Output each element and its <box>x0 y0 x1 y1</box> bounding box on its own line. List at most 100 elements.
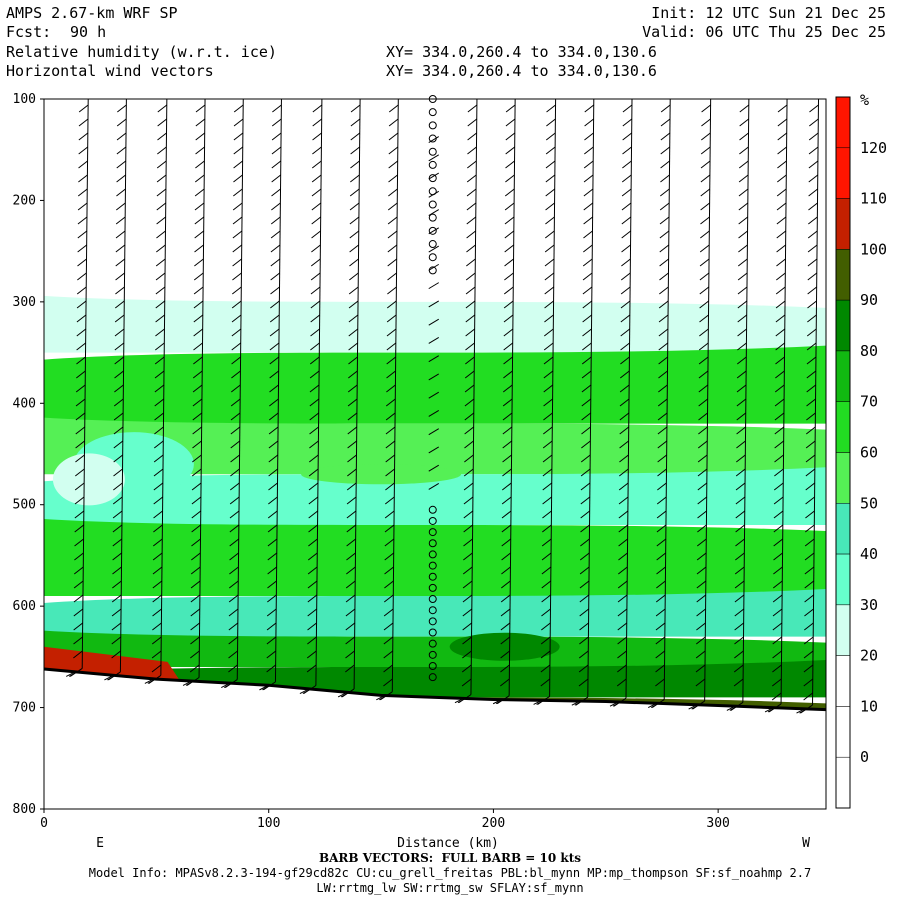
wind-barb-flag <box>387 244 398 253</box>
wind-barb-flag <box>616 678 627 687</box>
wind-barb-flag <box>698 356 709 365</box>
valid-time: Valid: 06 UTC Thu 25 Dec 25 <box>642 23 886 41</box>
wind-barb-flag <box>112 552 122 561</box>
wind-barb-flag <box>191 496 202 505</box>
wind-barb-flag <box>384 510 395 519</box>
wind-barb-flag <box>157 132 167 141</box>
wind-barb-flag <box>77 272 87 281</box>
wind-barb-flag <box>269 356 280 365</box>
wind-barb-flag <box>504 202 515 211</box>
wind-barb-flag <box>542 440 553 449</box>
wind-barb-flag <box>311 188 322 197</box>
wind-barb-flag <box>503 328 514 337</box>
wind-barb-flag <box>505 104 516 113</box>
wind-barb-flag <box>655 594 666 603</box>
wind-barb-flag <box>386 314 397 323</box>
wind-barb-flag <box>541 552 552 561</box>
wind-barb-flag <box>153 454 164 463</box>
wind-barb-flag <box>700 230 710 239</box>
wind-barb-flag <box>774 384 785 393</box>
wind-barb-flag <box>462 608 473 617</box>
wind-barb-flag <box>388 174 398 183</box>
wind-barb-flag <box>700 202 710 211</box>
wind-barb-flag <box>775 328 786 337</box>
wind-barb-flag <box>583 160 594 169</box>
wind-barb-flag <box>384 524 395 533</box>
wind-barb-flag <box>620 272 631 281</box>
wind-barb-flag <box>619 454 629 463</box>
wind-barb-flag <box>155 272 166 281</box>
y-tick-label: 600 <box>13 599 36 614</box>
wind-barb-flag <box>348 356 358 365</box>
wind-barb-flag <box>776 230 787 239</box>
wind-barb-flag <box>191 468 202 477</box>
light-wind-barb <box>428 227 440 235</box>
wind-barb-flag <box>618 482 629 491</box>
axes-layer: 100 200 300 400 500 600 700 800 0 100 200 300 <box>13 92 730 831</box>
wind-barb-flag <box>386 328 397 337</box>
wind-barb-flag <box>774 454 784 463</box>
wind-barb-flag <box>807 244 818 253</box>
wind-barb-flag <box>773 524 784 533</box>
wind-barb-flag <box>807 230 818 239</box>
wind-barb-flag <box>696 594 707 603</box>
wind-barb-flag <box>271 132 282 141</box>
wind-barb-flag <box>582 258 593 267</box>
x-tick-label: 300 <box>706 816 729 831</box>
wind-barb-flag <box>777 104 788 113</box>
wind-barb-flag <box>734 608 745 617</box>
wind-barb-flag <box>774 468 784 477</box>
wind-barb-flag <box>307 594 318 603</box>
wind-barb-flag <box>465 286 476 295</box>
wind-barb-flag <box>583 188 594 197</box>
wind-barb-flag <box>656 580 666 589</box>
wind-barb-flag <box>270 272 280 281</box>
wind-barb-flag <box>463 538 473 547</box>
wind-barb-flag <box>465 300 476 309</box>
wind-barb-flag <box>190 566 201 575</box>
wind-barb-flag <box>541 566 552 575</box>
colorbar-swatch <box>835 350 851 402</box>
wind-barb-flag <box>738 160 749 169</box>
wind-barb-flag <box>655 650 665 659</box>
wind-barb-flag <box>77 258 87 267</box>
wind-barb-flag <box>660 174 670 183</box>
wind-barb-flag <box>232 258 242 267</box>
wind-barb-flag <box>349 244 359 253</box>
wind-barb-flag <box>466 258 476 267</box>
wind-barb-flag <box>578 678 589 687</box>
wind-barb-flag <box>618 566 628 575</box>
wind-barb-flag <box>736 356 747 365</box>
wind-barb-flag <box>116 118 127 127</box>
wind-barb-flag <box>501 566 511 575</box>
wind-barb-flag <box>112 496 123 505</box>
wind-barb-flag <box>659 216 670 225</box>
model-title: AMPS 2.67-km WRF SP <box>6 4 178 22</box>
wind-barb-flag <box>151 636 162 645</box>
wind-barb-flag <box>114 300 125 309</box>
calm-wind-circle <box>428 160 437 169</box>
light-wind-barb <box>428 172 440 180</box>
wind-barb-flag <box>228 650 238 659</box>
wind-barb-flag <box>773 538 784 547</box>
wind-barb-flag <box>78 104 89 113</box>
wind-barb-flag <box>266 636 277 645</box>
wind-barb-flag <box>268 496 278 505</box>
wind-barb-flag <box>617 594 628 603</box>
wind-barb-flag <box>193 328 203 337</box>
wind-barb-flag <box>806 328 817 337</box>
wind-barb-flag <box>267 510 278 519</box>
y-tick-label: 500 <box>13 498 36 513</box>
wind-barb-flag <box>267 580 277 589</box>
wind-barb-flag <box>700 174 711 183</box>
wind-barb-flag <box>541 594 551 603</box>
wind-barb-flag <box>733 664 744 673</box>
wind-barb-flag <box>116 146 127 155</box>
wind-barb-flag <box>111 650 121 659</box>
wind-barb-flag <box>804 524 815 533</box>
wind-barb-flag <box>775 314 786 323</box>
wind-barb-flag <box>501 580 511 589</box>
wind-barb-flag <box>114 342 125 351</box>
colorbar-swatch <box>835 452 851 504</box>
wind-barb-flag <box>541 622 551 631</box>
